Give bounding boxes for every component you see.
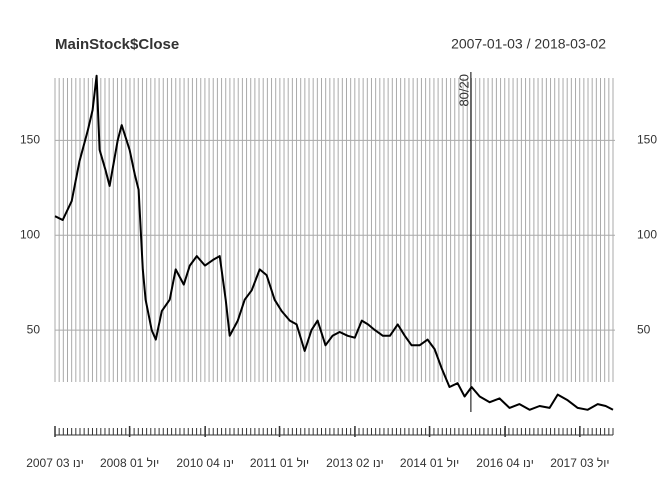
date-range: 2007-01-03 / 2018-03-02 (451, 36, 606, 52)
x-tick-label: 2017 03 יול (550, 456, 609, 470)
y-tick-label-right: 50 (637, 322, 651, 336)
annotation-label: 80/20 (456, 74, 471, 107)
x-tick-label: 2014 01 יול (400, 456, 459, 470)
x-tick-label: 2008 01 יול (100, 456, 159, 470)
price-line (54, 74, 614, 411)
y-tick-label: 150 (20, 132, 40, 146)
y-tick-label: 100 (20, 227, 40, 241)
x-tick-label: 2007 03 ינו (26, 456, 84, 470)
y-tick-label-right: 150 (637, 132, 657, 146)
x-tick-label: 2011 01 יול (250, 456, 309, 470)
x-tick-label: 2010 04 ינו (176, 456, 234, 470)
y-tick-label-right: 100 (637, 227, 657, 241)
x-tick-label: 2013 02 ינו (326, 456, 384, 470)
x-tick-label: 2016 04 ינו (476, 456, 534, 470)
y-tick-label: 50 (27, 322, 41, 336)
chart-title: MainStock$Close (55, 36, 179, 53)
